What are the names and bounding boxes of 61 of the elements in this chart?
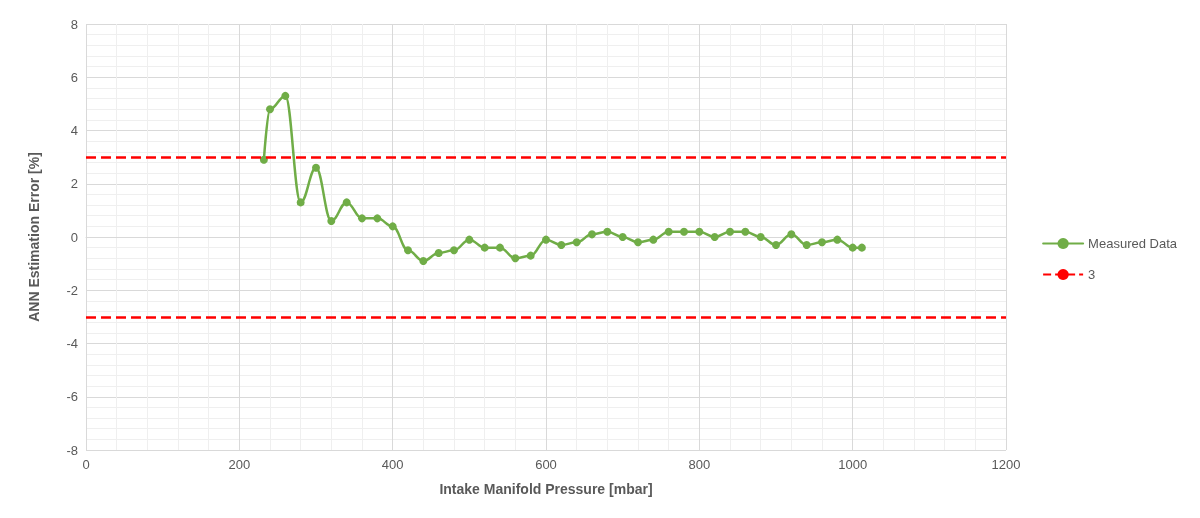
- x-tick-label: 1200: [991, 457, 1021, 472]
- point: [388, 222, 397, 231]
- point: [434, 248, 443, 257]
- point: [603, 227, 612, 236]
- legend-label: 3: [1088, 267, 1096, 282]
- y-tick-label: 0: [70, 229, 78, 245]
- legend-label: Measured Data: [1088, 236, 1178, 251]
- point: [542, 235, 550, 244]
- point: [480, 243, 489, 252]
- point: [327, 217, 336, 226]
- point: [741, 227, 750, 236]
- point: [259, 155, 268, 164]
- y-tick-label: 6: [70, 69, 78, 85]
- point: [266, 105, 274, 114]
- point: [572, 238, 581, 247]
- x-tick-label: 800: [688, 457, 711, 472]
- point: [465, 235, 474, 244]
- point: [649, 235, 658, 244]
- point: [857, 243, 866, 252]
- y-tick-label: 2: [70, 176, 78, 192]
- point: [726, 227, 734, 236]
- point: [404, 246, 412, 255]
- y-tick-label: -2: [66, 282, 78, 298]
- point: [526, 251, 535, 260]
- point: [342, 198, 351, 207]
- point: [557, 240, 566, 249]
- x-axis-title: Intake Manifold Pressure [mbar]: [439, 481, 653, 497]
- point: [818, 238, 826, 247]
- point: [710, 233, 719, 241]
- y-tick-label: -4: [66, 336, 78, 351]
- x-tick-label: 0: [82, 457, 90, 472]
- x-tick-label: 400: [381, 457, 404, 472]
- point: [419, 256, 428, 265]
- point: [358, 214, 366, 223]
- point: [802, 240, 811, 249]
- point: [756, 233, 765, 241]
- point: [312, 163, 320, 172]
- point: [772, 240, 780, 249]
- point: [296, 198, 305, 207]
- y-tick-label: -6: [66, 389, 78, 405]
- point: [618, 233, 627, 241]
- point: [511, 254, 520, 263]
- point: [634, 238, 642, 247]
- point: [833, 235, 842, 244]
- point: [450, 246, 458, 255]
- point: [496, 243, 504, 252]
- point: [373, 214, 382, 223]
- point: [695, 227, 704, 236]
- point: [848, 243, 857, 252]
- x-tick-label: 600: [535, 457, 557, 472]
- point: [588, 230, 596, 239]
- point: [664, 227, 673, 236]
- point: [680, 227, 688, 236]
- point: [281, 91, 290, 100]
- y-tick-label: -8: [66, 442, 78, 458]
- x-tick-label: 200: [228, 457, 251, 472]
- x-tick-label: 1000: [838, 457, 868, 472]
- point: [787, 230, 796, 239]
- y-tick-label: 8: [70, 16, 78, 32]
- y-tick-label: 4: [70, 123, 78, 138]
- y-axis-title: ANN Estimation Error [%]: [26, 152, 42, 322]
